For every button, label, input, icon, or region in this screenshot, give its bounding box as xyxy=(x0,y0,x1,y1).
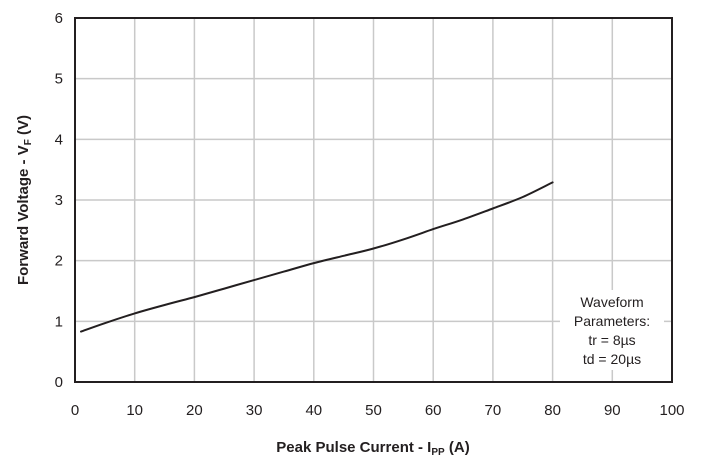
y-tick-label: 2 xyxy=(55,253,63,270)
x-tick-label: 90 xyxy=(604,402,621,419)
y-axis-title-subscript: F xyxy=(23,139,34,145)
annotation-background xyxy=(560,290,664,370)
x-tick-label: 60 xyxy=(425,402,442,419)
annotation-line-3: tr = 8µs xyxy=(588,332,635,348)
x-tick-label: 70 xyxy=(485,402,502,419)
x-tick-label: 40 xyxy=(305,402,322,419)
x-tick-label: 10 xyxy=(126,402,143,419)
annotation-line-1: Waveform xyxy=(580,294,643,310)
x-axis-title-unit: (A) xyxy=(445,439,470,456)
x-tick-label: 50 xyxy=(365,402,382,419)
waveform-parameters-annotation: Waveform Parameters: tr = 8µs td = 20µs xyxy=(560,290,664,370)
y-axis-title-main: Forward Voltage - V xyxy=(15,145,32,285)
y-tick-label: 5 xyxy=(55,71,63,88)
y-tick-label: 1 xyxy=(55,313,63,330)
x-axis-title-subscript: PP xyxy=(431,447,445,458)
x-axis-title: Peak Pulse Current - IPP (A) xyxy=(276,439,469,458)
x-axis-title-main: Peak Pulse Current - I xyxy=(276,439,431,456)
forward-voltage-series-line xyxy=(80,181,554,333)
x-tick-label: 0 xyxy=(71,402,79,419)
x-tick-label: 20 xyxy=(186,402,203,419)
plot-frame xyxy=(74,17,673,383)
annotation-line-4: td = 20µs xyxy=(583,351,641,367)
y-tick-labels: 0 1 2 3 4 5 6 xyxy=(55,10,63,391)
x-tick-labels: 0 10 20 30 40 50 60 70 80 90 100 xyxy=(71,402,685,419)
annotation-line-2: Parameters: xyxy=(574,313,650,329)
x-tick-label: 30 xyxy=(246,402,263,419)
y-tick-label: 4 xyxy=(55,131,63,148)
y-tick-label: 6 xyxy=(55,10,63,27)
x-tick-label: 100 xyxy=(659,402,684,419)
y-axis-title: Forward Voltage - VF (V) xyxy=(15,115,34,285)
y-tick-label: 3 xyxy=(55,192,63,209)
y-axis-title-unit: (V) xyxy=(15,115,32,139)
x-tick-label: 80 xyxy=(544,402,561,419)
y-tick-label: 0 xyxy=(55,374,63,391)
